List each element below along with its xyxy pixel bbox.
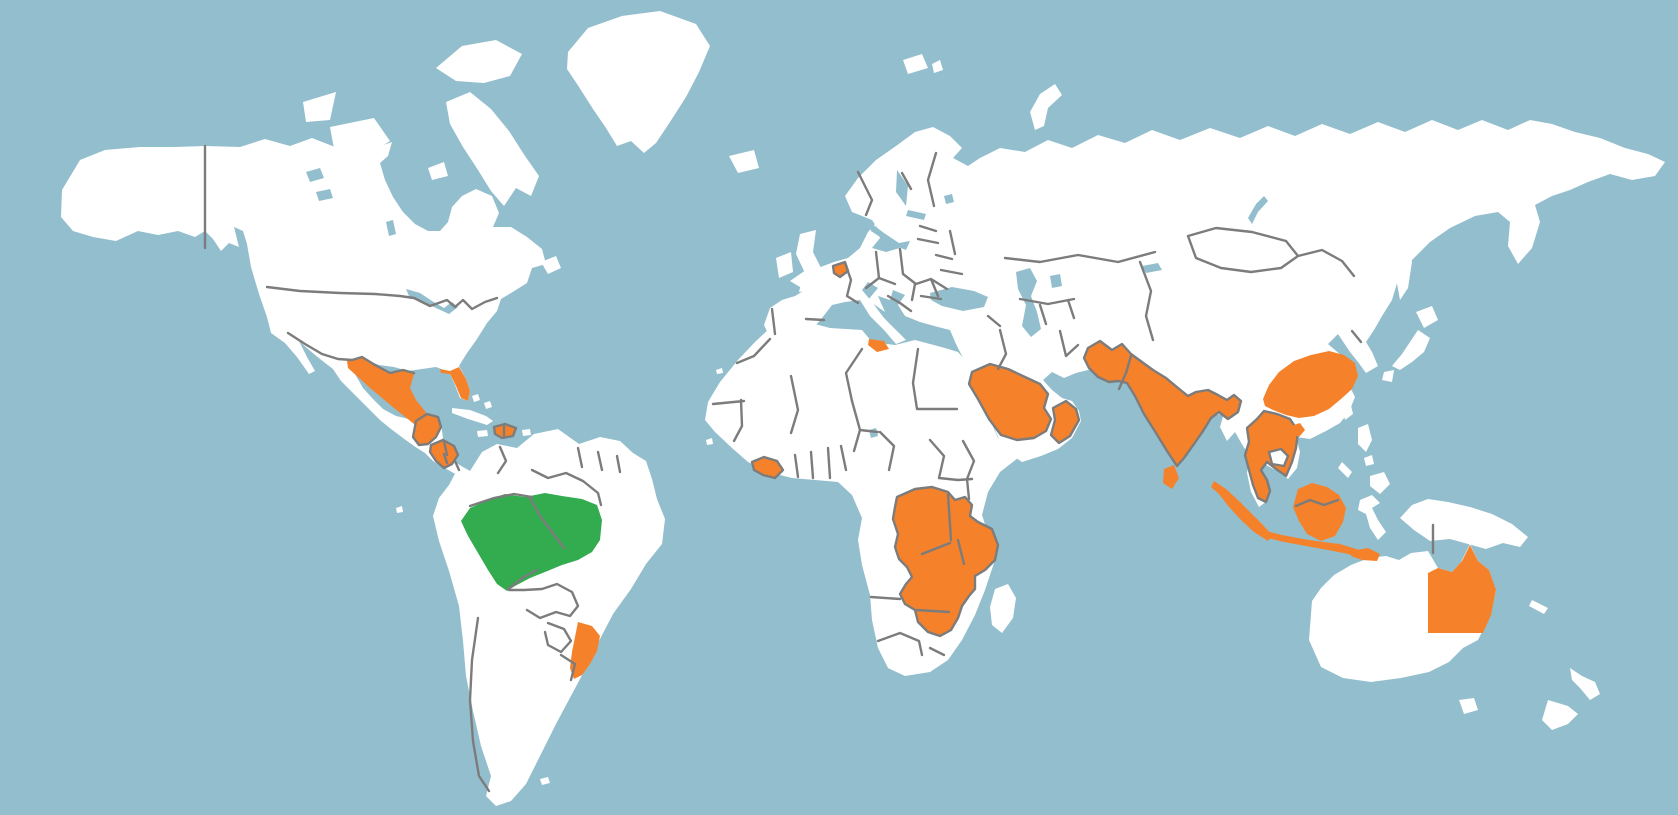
- range-india-pakistan-bangladesh: [1082, 339, 1243, 468]
- tasmania-island: [1459, 698, 1478, 714]
- range-saudi-arabia: [967, 362, 1053, 442]
- sakhalin-island: [1396, 240, 1412, 300]
- borders-western-europe: [770, 250, 897, 336]
- range-oman: [1049, 399, 1081, 445]
- taiwan-island: [1342, 401, 1353, 420]
- range-central-east-africa: [891, 485, 1000, 638]
- ireland-island: [776, 252, 793, 278]
- borders-inside-central-africa-range: [915, 492, 966, 614]
- lake-ladoga: [944, 194, 954, 204]
- greenland-island: [567, 11, 710, 153]
- range-timor: [1351, 548, 1380, 561]
- border-usa-mexico: [286, 331, 416, 375]
- range-borneo: [1293, 483, 1346, 541]
- border-borneo-internal: [1294, 498, 1340, 508]
- banks-island: [303, 92, 336, 122]
- aral-sea: [1050, 274, 1062, 288]
- bahamas-islands: [472, 394, 492, 409]
- borders-central-africa: [850, 399, 976, 501]
- lake-balkhash: [1142, 263, 1162, 273]
- borders-southern-africa: [869, 595, 946, 657]
- great-lakes: [406, 289, 458, 314]
- madagascar-island: [990, 584, 1016, 633]
- gulf-of-finland: [906, 210, 926, 220]
- philippines-islands: [1338, 424, 1390, 494]
- falkland-islands: [540, 777, 550, 785]
- iceland-island: [729, 150, 759, 173]
- border-usa-canada: [265, 285, 499, 311]
- range-mexico: [347, 356, 430, 428]
- highlighted-ranges: [347, 260, 1496, 679]
- lake-baikal: [1248, 196, 1268, 224]
- border-korea-china: [1350, 329, 1363, 344]
- great-bear-lake: [306, 168, 324, 182]
- borders-balkans: [886, 294, 943, 313]
- sulawesi-island: [1358, 495, 1386, 540]
- range-java-lesser-sundas: [1262, 530, 1369, 559]
- ellesmere-island: [436, 40, 522, 83]
- border-pakistan-india: [1117, 354, 1133, 391]
- puerto-rico-island: [522, 429, 531, 436]
- range-belgium: [831, 260, 850, 279]
- galapagos-islands: [396, 506, 403, 513]
- great-britain-island: [796, 230, 823, 292]
- japan-islands: [1382, 306, 1438, 382]
- baltic-sea: [868, 221, 910, 250]
- range-indochina: [1243, 409, 1300, 504]
- borders-northern-south-america: [468, 445, 622, 508]
- range-western-amazon-green: [461, 493, 602, 591]
- border-panama-costa-rica: [442, 452, 461, 472]
- border-uruguay-argentina: [559, 653, 577, 682]
- caspian-sea: [1016, 268, 1041, 337]
- svalbard-islands: [903, 54, 943, 74]
- lesser-antilles-islands: [535, 435, 550, 470]
- border-chile-argentina: [468, 616, 491, 793]
- cuba-island: [452, 408, 493, 425]
- borders-north-africa: [711, 337, 959, 443]
- range-south-china: [1263, 351, 1358, 418]
- jamaica-island: [477, 430, 488, 437]
- lake-winnipeg: [386, 220, 396, 236]
- borders-peru-brazil-bolivia: [506, 496, 580, 620]
- southampton-island: [428, 162, 448, 180]
- black-sea: [930, 287, 988, 311]
- range-sumatra: [1211, 481, 1272, 541]
- cape-verde-islands: [706, 438, 713, 445]
- new-caledonia-island: [1529, 600, 1548, 614]
- borders-middle-east: [986, 314, 1080, 371]
- great-slave-lake: [316, 189, 333, 201]
- range-sicily: [868, 339, 889, 352]
- canary-islands: [716, 368, 723, 374]
- range-sri-lanka: [1163, 465, 1179, 489]
- north-america-landmass: [61, 138, 546, 477]
- range-yucatan-guatemala-belize: [411, 412, 443, 447]
- baffin-island: [446, 92, 539, 206]
- border-paraguay: [543, 621, 573, 654]
- range-florida: [440, 367, 470, 401]
- borders-scandinavia: [856, 151, 938, 217]
- victoria-island: [330, 118, 390, 159]
- border-honduras-nicaragua-internal: [442, 439, 449, 457]
- range-queensland: [1428, 545, 1496, 633]
- range-guinea: [750, 455, 785, 480]
- range-hainan: [1291, 423, 1305, 437]
- borders-eastern-europe: [898, 224, 964, 302]
- new-zealand-islands: [1542, 668, 1600, 730]
- borders-central-asia: [1003, 250, 1157, 342]
- gulf-of-bothnia: [896, 170, 908, 206]
- novaya-zemlya-island: [1030, 84, 1062, 130]
- border-mongolia: [1186, 226, 1300, 274]
- range-south-brazil-uruguay: [570, 622, 600, 679]
- newfoundland-island: [541, 256, 561, 274]
- border-russia-china-east: [1296, 248, 1356, 278]
- country-borders: [203, 144, 1435, 793]
- borders-west-africa: [793, 444, 848, 480]
